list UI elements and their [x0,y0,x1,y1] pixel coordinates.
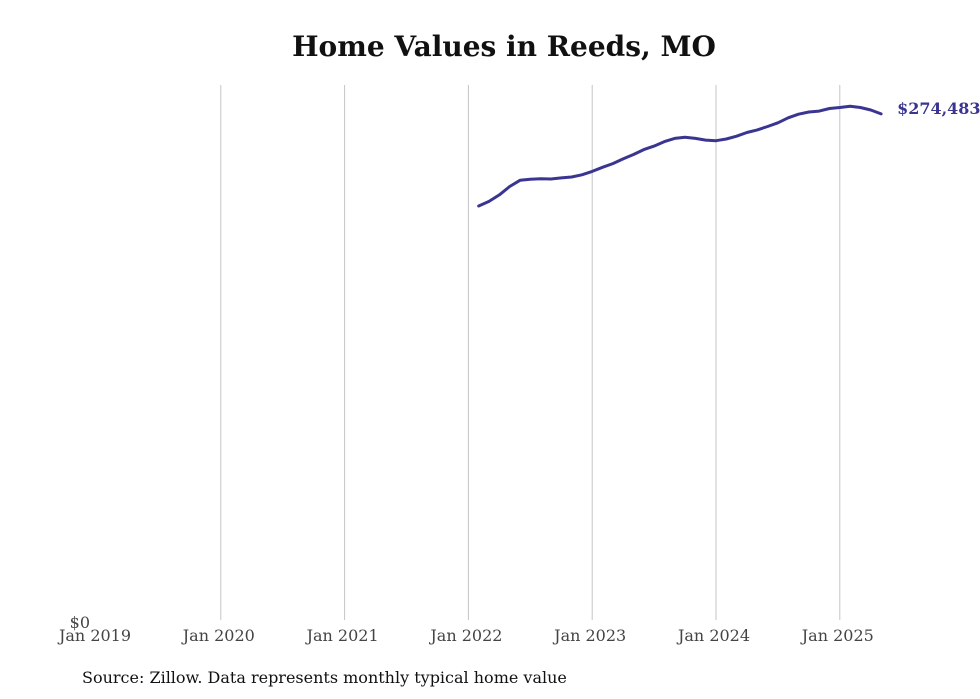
vertical-grid [220,85,841,620]
x-tick-label: Jan 2020 [181,626,255,645]
end-value-label: $274,483 [897,99,980,118]
chart-title: Home Values in Reeds, MO [292,30,716,63]
y-tick-label: $0 [70,613,90,632]
x-tick-label: Jan 2024 [676,626,750,645]
line-chart: Jan 2019 Jan 2020 Jan 2021 Jan 2022 Jan 2023… [57,85,980,645]
x-tick-label: Jan 2023 [552,626,626,645]
x-tick-label: Jan 2025 [800,626,874,645]
series-group [477,104,883,208]
x-axis-ticks: Jan 2019 Jan 2020 Jan 2021 Jan 2022 Jan 2023… [57,626,874,645]
source-note: Source: Zillow. Data represents monthly … [82,668,567,687]
y-axis-ticks: $0 [70,613,90,632]
end-labels: $274,483 [897,99,980,118]
x-tick-label: Jan 2019 [57,626,131,645]
x-tick-label: Jan 2022 [428,626,502,645]
x-tick-label: Jan 2021 [305,626,379,645]
series-line [477,104,883,208]
